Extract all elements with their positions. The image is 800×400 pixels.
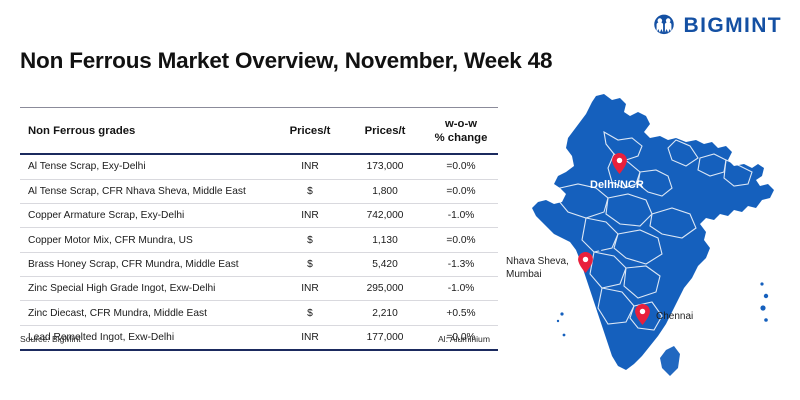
column-header-grade: Non Ferrous grades (20, 107, 274, 156)
cell-grade: Al Tense Scrap, CFR Nhava Sheva, Middle … (20, 179, 274, 204)
column-header-unit: Prices/t (274, 107, 346, 156)
cell-grade: Lead Remelted Ingot, Exw-Delhi (20, 325, 274, 352)
table-row: Lead Remelted Ingot, Exw-Delhi INR 177,000… (20, 325, 498, 352)
cell-price: 295,000 (346, 276, 424, 302)
cell-grade: Copper Armature Scrap, Exy-Delhi (20, 203, 274, 229)
cell-price: 5,420 (346, 252, 424, 278)
cell-price: 177,000 (346, 325, 424, 352)
cell-unit: $ (274, 252, 346, 278)
table-body: Al Tense Scrap, Exy-Delhi INR 173,000 =0.0%… (20, 154, 498, 352)
cell-unit: INR (274, 276, 346, 302)
cell-unit: $ (274, 300, 346, 326)
legend-note: Al: Aluminium (437, 334, 490, 344)
cell-change: +0.5% (424, 300, 498, 326)
cell-change: -1.3% (424, 252, 498, 278)
table-footer: Source: BigMint Al: Aluminium (20, 334, 490, 344)
page-title: Non Ferrous Market Overview, November, W… (20, 48, 553, 73)
cell-grade: Al Tense Scrap, Exy-Delhi (20, 154, 274, 180)
prices-table-container: Non Ferrous grades Prices/t Prices/t w-o… (20, 107, 498, 352)
bigmint-circle-people-icon (653, 14, 674, 35)
island-dots (556, 248, 769, 337)
cell-grade: Zinc Diecast, CFR Mundra, Middle East (20, 300, 274, 326)
location-pin-icon-chennai[interactable] (635, 304, 650, 325)
cell-price: 2,210 (346, 300, 424, 326)
cell-grade: Zinc Special High Grade Ingot, Exw-Delhi (20, 276, 274, 302)
cell-grade: Brass Honey Scrap, CFR Mundra, Middle Ea… (20, 252, 274, 278)
india-map-shape (532, 94, 774, 376)
column-header-change-line2: % change (434, 132, 488, 145)
cell-price: 1,800 (346, 179, 424, 204)
location-pin-icon-nhava-sheva[interactable] (578, 252, 593, 273)
table-row: Zinc Special High Grade Ingot, Exw-Delhi… (20, 276, 498, 302)
source-note: Source: BigMint (20, 334, 81, 344)
cell-unit: $ (274, 179, 346, 204)
table-row: Zinc Diecast, CFR Mundra, Middle East $2,… (20, 300, 498, 326)
column-header-price: Prices/t (346, 107, 424, 156)
table-row: Copper Armature Scrap, Exy-Delhi INR 742,0… (20, 203, 498, 229)
sri-lanka-landmass (660, 346, 680, 376)
table-row: Al Tense Scrap, CFR Nhava Sheva, Middle … (20, 179, 498, 204)
column-header-change-line1: w-o-w (445, 118, 477, 130)
brand-logo: BIGMINT (651, 12, 782, 38)
table-row: Brass Honey Scrap, CFR Mundra, Middle Ea… (20, 252, 498, 278)
table-row: Al Tense Scrap, Exy-Delhi INR 173,000 =0.0% (20, 154, 498, 180)
cell-price: 173,000 (346, 154, 424, 180)
location-pin-icon-delhi[interactable] (612, 153, 627, 174)
state-boundaries (557, 130, 753, 331)
cell-unit: INR (274, 154, 346, 180)
cell-unit: INR (274, 203, 346, 229)
table-row: Copper Motor Mix, CFR Mundra, US $1,130 =0… (20, 227, 498, 253)
cell-change: =0.0% (424, 227, 498, 253)
cell-price: 742,000 (346, 203, 424, 229)
india-map: Delhi/NCR Nhava Sheva, Mumbai Chennai (500, 88, 800, 400)
india-landmass (532, 94, 774, 370)
cell-unit: INR (274, 325, 346, 352)
table-header: Non Ferrous grades Prices/t Prices/t w-o… (20, 107, 498, 156)
brand-name: BIGMINT (683, 13, 782, 37)
non-ferrous-prices-table: Non Ferrous grades Prices/t Prices/t w-o… (20, 107, 498, 352)
cell-change: -1.0% (424, 276, 498, 302)
column-header-change: w-o-w % change (424, 107, 498, 156)
cell-change: =0.0% (424, 154, 498, 180)
cell-change: =0.0% (424, 179, 498, 204)
cell-grade: Copper Motor Mix, CFR Mundra, US (20, 227, 274, 253)
table-header-row: Non Ferrous grades Prices/t Prices/t w-o… (20, 107, 498, 156)
cell-price: 1,130 (346, 227, 424, 253)
cell-unit: $ (274, 227, 346, 253)
cell-change: =0.0% (424, 325, 498, 352)
cell-change: -1.0% (424, 203, 498, 229)
